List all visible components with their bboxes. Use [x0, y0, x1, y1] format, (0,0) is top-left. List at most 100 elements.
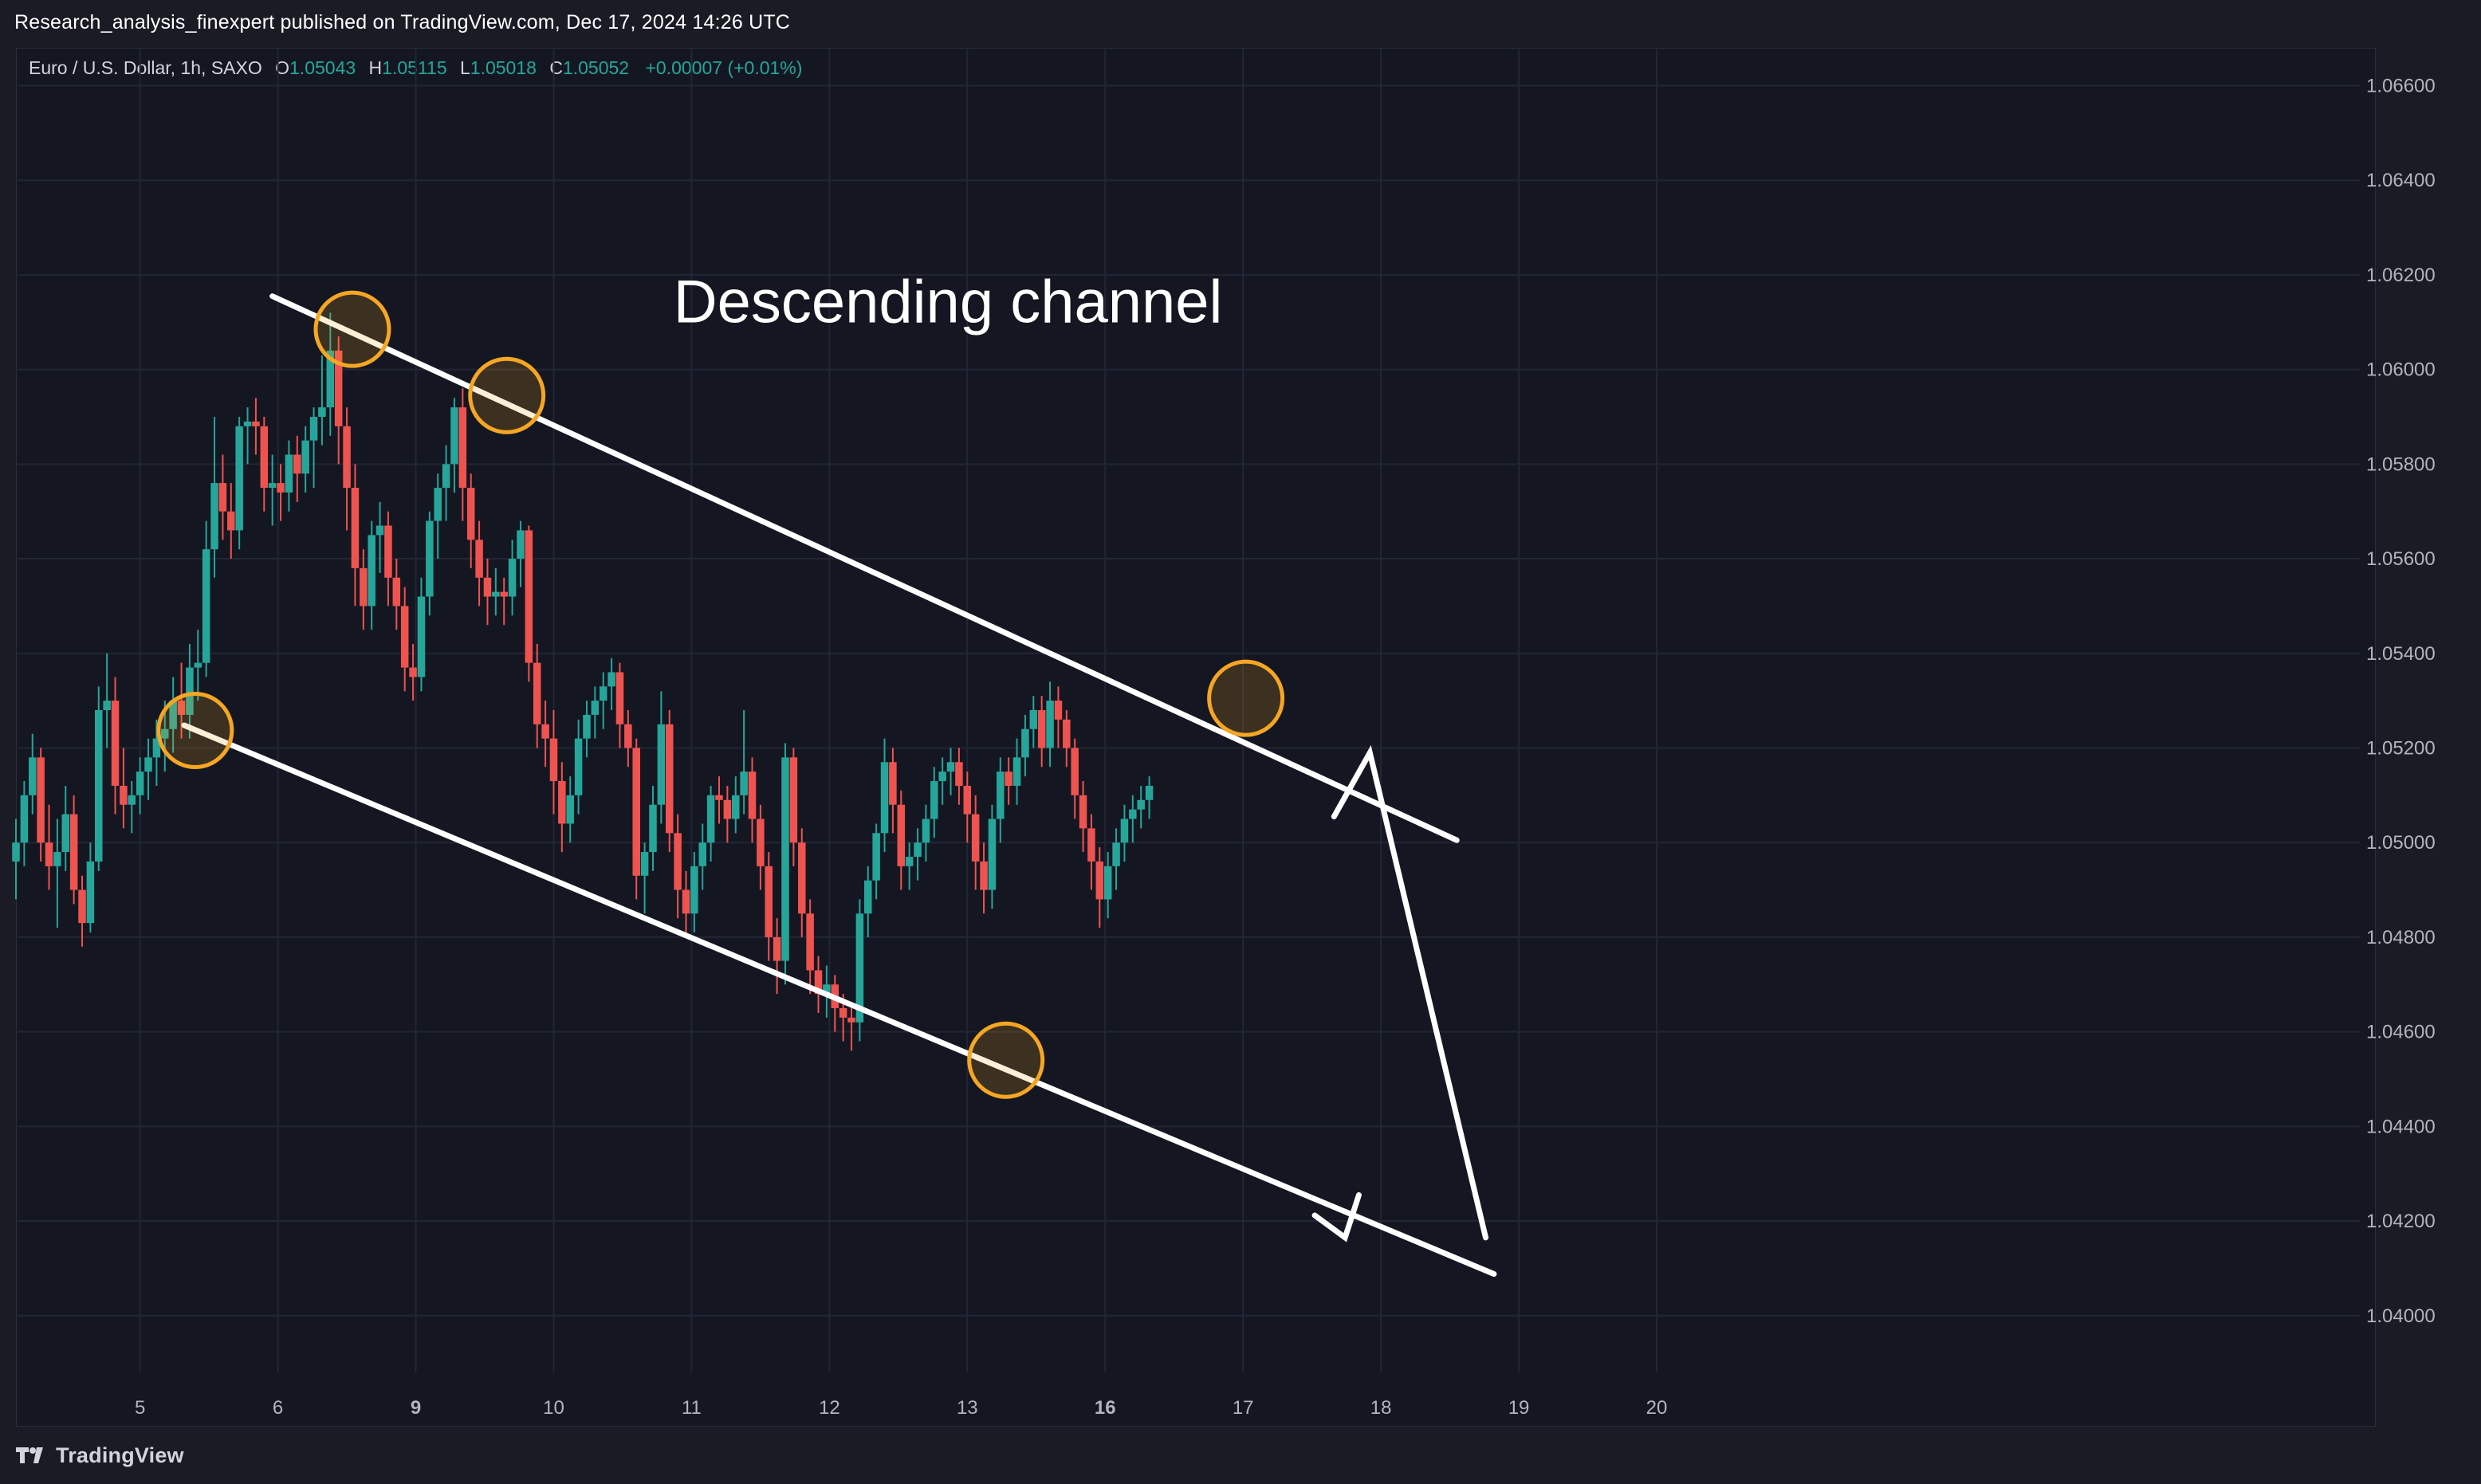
tradingview-footer[interactable]: TradingView — [14, 1439, 184, 1471]
candle-body — [1012, 757, 1021, 786]
candle-body — [1095, 861, 1104, 900]
candle-body — [301, 440, 309, 474]
low-value: 1.05018 — [470, 57, 537, 78]
axes-layer: 1.06600 1.06400 1.06200 1.06000 1.05800 1.056… — [135, 75, 2436, 1419]
chart-frame[interactable] — [16, 48, 2376, 1427]
candle-body — [334, 350, 343, 426]
candle-body — [1005, 771, 1012, 786]
candle-body — [798, 842, 806, 914]
channel-lower-line — [181, 722, 1497, 1278]
candle-body — [28, 757, 37, 795]
candle-body — [583, 714, 591, 739]
candle-body — [731, 795, 740, 819]
candle-body — [260, 426, 269, 489]
candle-body — [318, 407, 326, 417]
high-label: H — [368, 57, 383, 78]
candle-body — [715, 795, 723, 800]
candle-body — [674, 833, 682, 890]
candle-body — [475, 540, 483, 578]
y-tick-label: 1.06200 — [2366, 265, 2436, 286]
candle-body — [442, 464, 450, 489]
candle-body — [120, 785, 128, 805]
candle-body — [740, 771, 748, 795]
candle-body — [268, 483, 277, 489]
candle-body — [955, 762, 963, 786]
candle-body — [657, 724, 666, 805]
candle-body — [855, 913, 864, 1023]
candle-body — [37, 757, 45, 843]
x-tick-label: 16 — [1095, 1397, 1116, 1419]
candle-body — [111, 701, 120, 786]
candle-body — [1087, 828, 1095, 862]
annotation-text: Descending channel — [674, 268, 1223, 336]
y-tick-label: 1.05800 — [2366, 453, 2436, 475]
candle-body — [566, 795, 574, 824]
candle-body — [169, 701, 177, 729]
candle-body — [1071, 748, 1079, 795]
candle-body — [574, 738, 583, 795]
change-value: +0.00007 (+0.01%) — [645, 57, 803, 78]
candle-body — [450, 407, 458, 465]
candle-body — [343, 426, 351, 489]
candle-body — [128, 795, 136, 805]
candle-body — [682, 889, 690, 914]
open-label: O — [275, 57, 290, 78]
candle-body — [161, 728, 169, 739]
candle-body — [186, 667, 194, 715]
candle-body — [1145, 785, 1154, 800]
candle-body — [988, 819, 997, 890]
candle-body — [789, 757, 798, 843]
x-tick-label: 11 — [682, 1397, 702, 1419]
candle-body — [69, 814, 78, 890]
x-tick-label: 17 — [1233, 1397, 1254, 1419]
candle-body — [997, 771, 1005, 819]
candle-body — [95, 710, 103, 862]
candle-body — [591, 701, 600, 715]
x-tick-label: 9 — [411, 1397, 421, 1419]
candle-body — [698, 842, 707, 866]
candle-body — [517, 530, 525, 559]
candle-body — [558, 781, 566, 824]
touch-marker-circle — [156, 692, 234, 770]
y-tick-label: 1.04800 — [2366, 927, 2436, 948]
grid-layer — [16, 48, 2360, 1372]
candle-body — [78, 889, 86, 924]
y-tick-label: 1.04200 — [2366, 1211, 2436, 1232]
candle-body — [1046, 701, 1054, 748]
channel-upper-line — [269, 293, 1460, 843]
candle-body — [922, 819, 930, 843]
candle-body — [103, 701, 111, 710]
candle-body — [806, 913, 814, 971]
candle-body — [757, 819, 765, 866]
candle-body — [326, 350, 335, 408]
candle-body — [1037, 710, 1046, 748]
candle-body — [218, 483, 227, 512]
candle-body — [400, 606, 409, 668]
tradingview-logo-icon — [16, 1447, 43, 1463]
candle-body — [533, 662, 541, 724]
candle-body — [946, 762, 955, 772]
tradingview-brand: TradingView — [56, 1443, 184, 1467]
candle-body — [136, 771, 144, 795]
candle-body — [1129, 809, 1137, 819]
y-tick-label: 1.05000 — [2366, 832, 2436, 854]
candle-body — [20, 795, 29, 843]
candle-body — [1063, 719, 1071, 748]
x-tick-label: 19 — [1508, 1397, 1530, 1419]
x-tick-label: 10 — [543, 1397, 564, 1419]
candle-body — [144, 757, 152, 772]
y-tick-label: 1.04400 — [2366, 1116, 2436, 1137]
candle-body — [632, 748, 640, 876]
candle-body — [549, 738, 558, 782]
projection-arrowhead — [1311, 1192, 1362, 1243]
candle-body — [177, 701, 186, 715]
candle-body — [938, 771, 946, 782]
y-tick-label: 1.04000 — [2366, 1305, 2436, 1327]
candle-body — [980, 861, 988, 890]
candle-body — [500, 591, 508, 597]
candle-body — [392, 577, 401, 607]
candle-body — [210, 483, 218, 550]
candle-body — [293, 454, 301, 474]
candle-body — [12, 842, 20, 862]
